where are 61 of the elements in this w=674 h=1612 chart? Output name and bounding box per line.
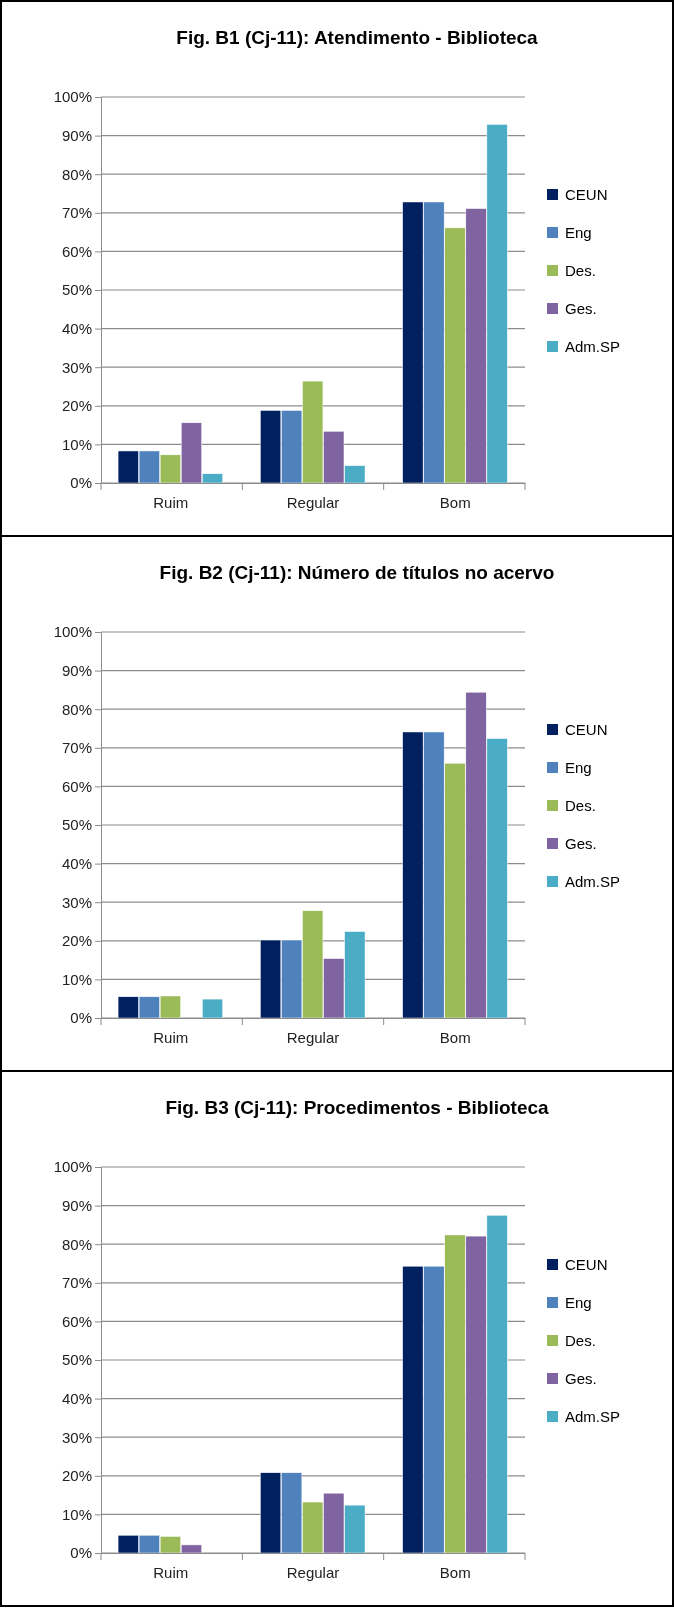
legend-label: Eng [565,224,592,241]
y-tick-label: 80% [61,700,92,718]
y-tick-label: 0% [70,1544,92,1562]
y-tick-label: 90% [61,1196,92,1214]
y-tick-label: 20% [61,397,92,415]
y-tick-label: 30% [61,358,92,376]
x-tick-label: Ruim [153,1563,189,1581]
y-tick-label: 60% [61,242,92,260]
y-tick-label: 20% [61,932,92,950]
y-tick-label: 40% [61,1389,92,1407]
x-tick-label: Bom [439,1028,471,1046]
y-tick-label: 0% [70,474,92,492]
y-tick-label: 60% [61,1312,92,1330]
chart-title: Fig. B2 (Cj-11): Número de títulos no acervo [159,562,555,583]
y-tick-label: 20% [61,1467,92,1485]
x-tick-label: Ruim [153,493,189,511]
x-tick-label: Bom [439,1563,471,1581]
x-tick-label: Bom [439,493,471,511]
chart-title: Fig. B1 (Cj-11): Atendimento - Biblioteca [176,27,539,48]
y-tick-label: 50% [61,816,92,834]
x-tick-label: Regular [286,1563,340,1581]
legend-label: Ges. [565,300,597,317]
legend-label: Adm.SP [565,873,621,890]
legend-label: Ges. [565,835,597,852]
y-tick-label: 40% [61,319,92,337]
y-tick-label: 30% [61,893,92,911]
legend-label: Ges. [565,1370,597,1387]
legend-label: Des. [565,1332,596,1349]
legend-label: Des. [565,797,596,814]
y-tick-label: 70% [61,204,92,222]
y-tick-label: 10% [61,970,92,988]
y-tick-label: 90% [61,661,92,679]
y-tick-label: 100% [53,623,92,641]
y-tick-label: 80% [61,165,92,183]
x-tick-label: Regular [286,493,340,511]
y-tick-label: 10% [61,1505,92,1523]
y-tick-label: 70% [61,739,92,757]
y-tick-label: 0% [70,1009,92,1027]
y-tick-label: 50% [61,281,92,299]
legend-label: CEUN [565,186,608,203]
legend-label: Eng [565,1294,592,1311]
legend-label: CEUN [565,1256,608,1273]
chart-title: Fig. B3 (Cj-11): Procedimentos - Biblioteca [165,1097,550,1118]
y-tick-label: 60% [61,777,92,795]
y-tick-label: 100% [53,1158,92,1176]
legend-label: CEUN [565,721,608,738]
bar [202,998,224,1019]
y-tick-label: 50% [61,1351,92,1369]
y-tick-label: 30% [61,1428,92,1446]
y-tick-label: 70% [61,1274,92,1292]
x-tick-label: Regular [286,1028,340,1046]
legend-label: Adm.SP [565,1408,621,1425]
y-tick-label: 80% [61,1235,92,1253]
y-tick-label: 100% [53,88,92,106]
y-tick-label: 40% [61,854,92,872]
legend-label: Eng [565,759,592,776]
legend-label: Des. [565,262,596,279]
y-tick-label: 10% [61,435,92,453]
x-tick-label: Ruim [153,1028,189,1046]
y-tick-label: 90% [61,126,92,144]
legend-label: Adm.SP [565,338,621,355]
